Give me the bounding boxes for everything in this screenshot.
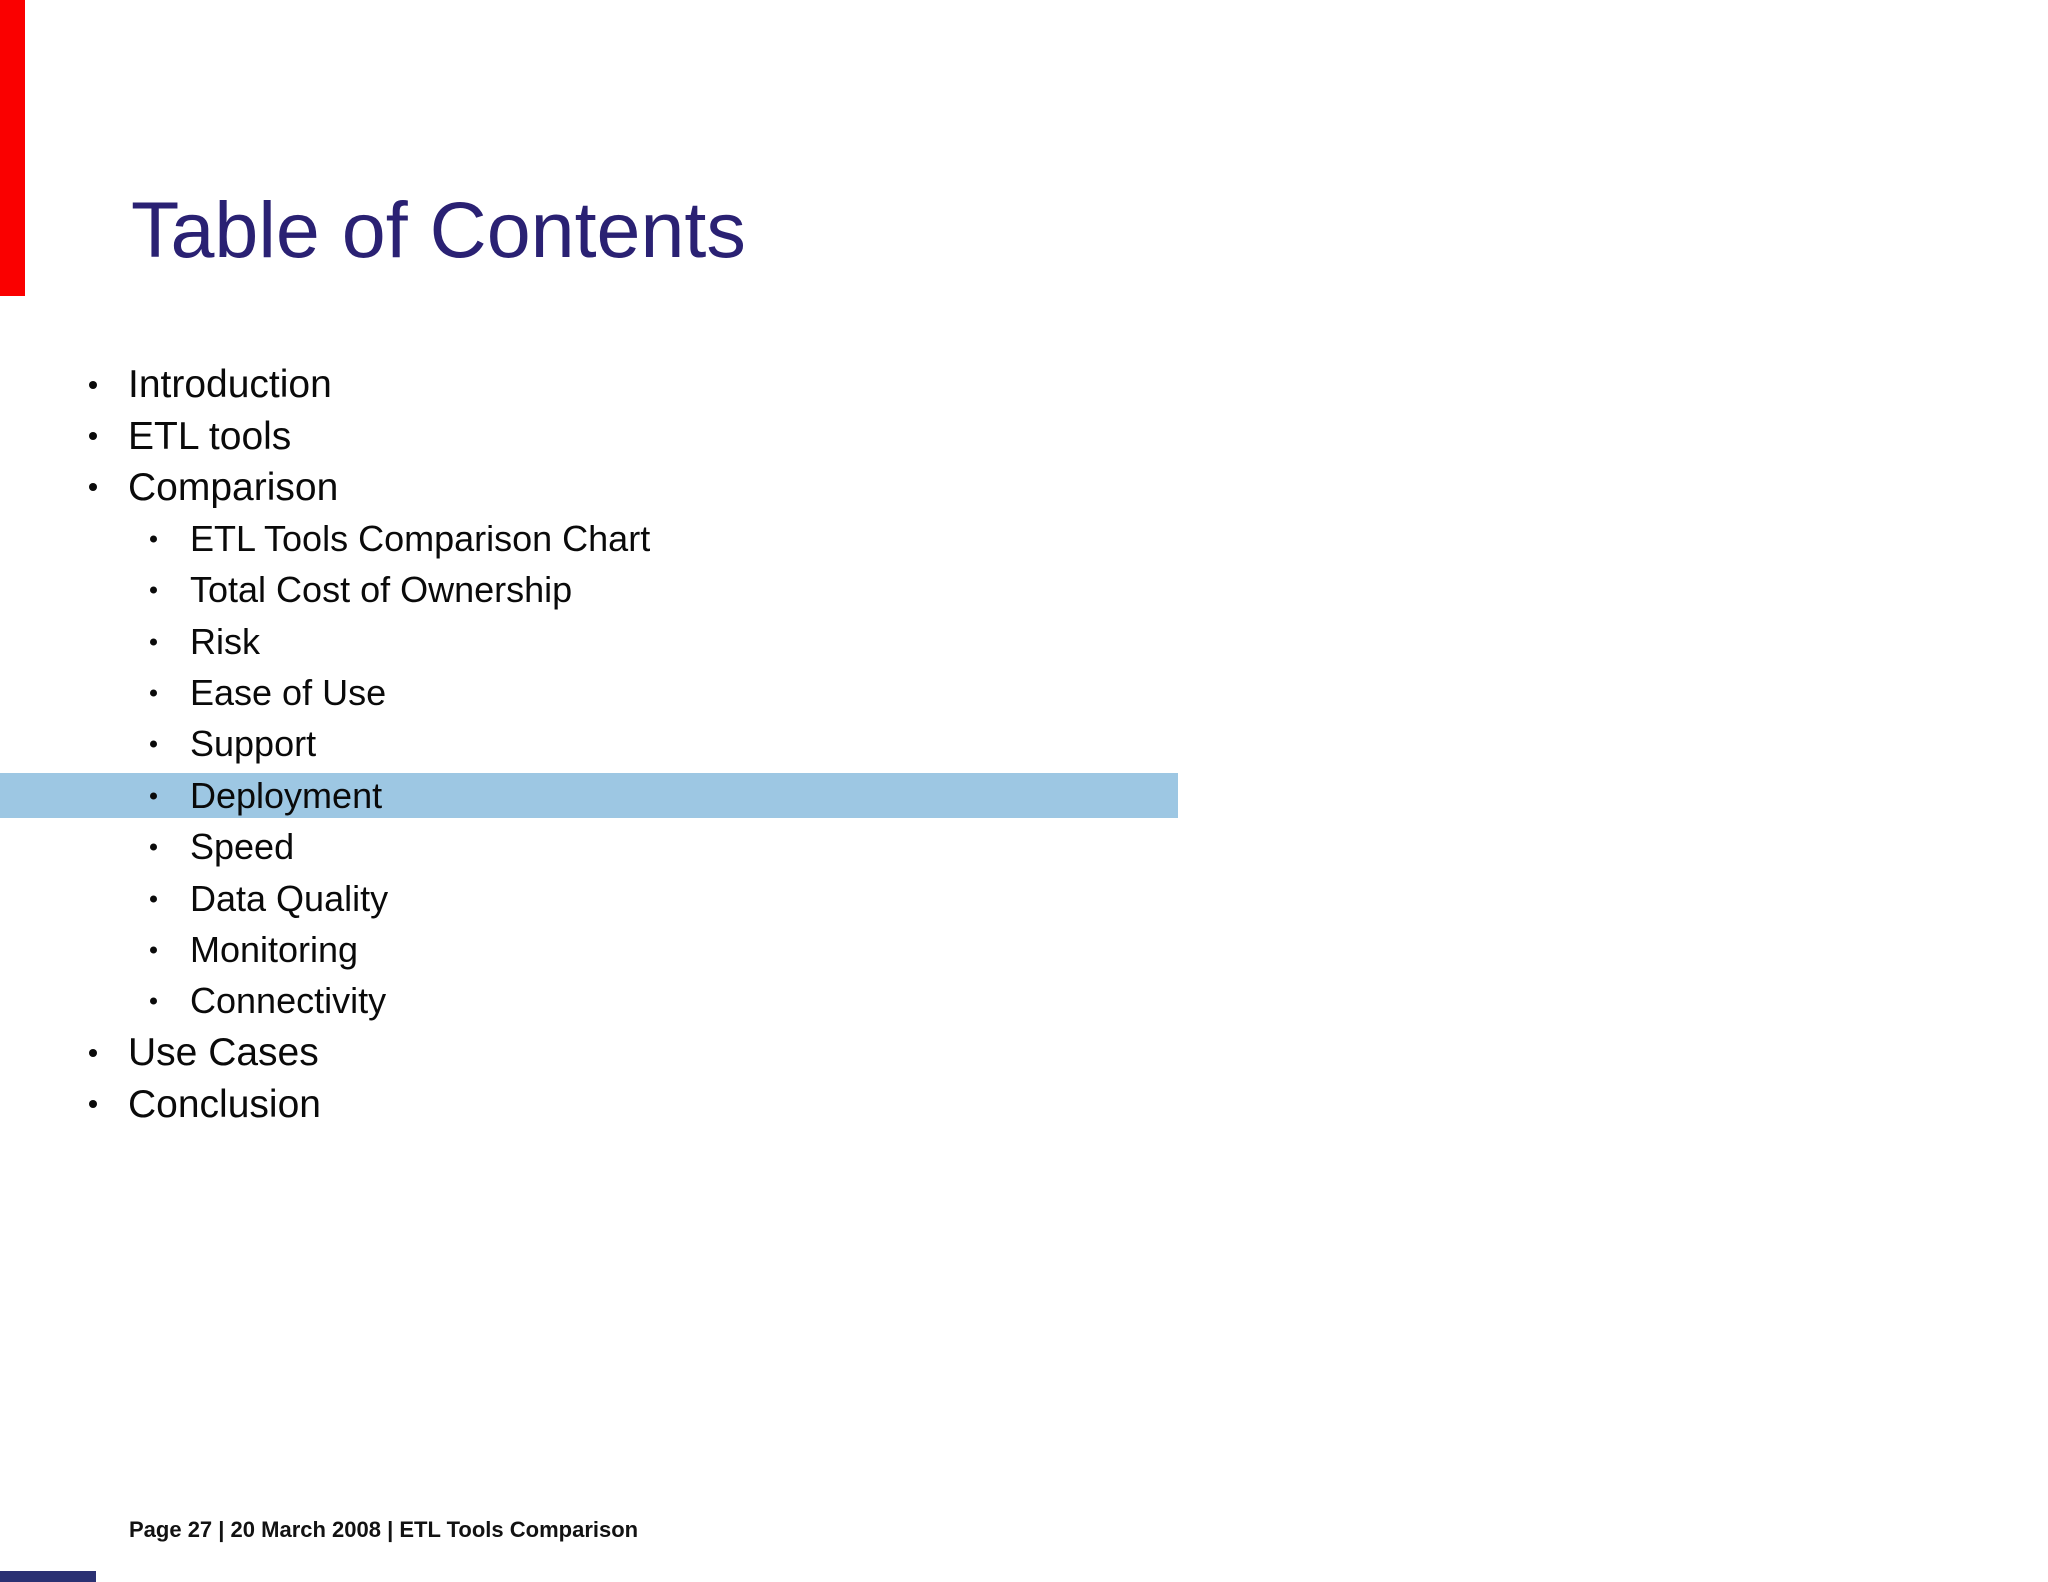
toc-item-label: Speed: [190, 826, 295, 868]
toc-item: Monitoring: [0, 924, 2048, 975]
toc-item: ETL Tools Comparison Chart: [0, 513, 2048, 564]
toc-item: Conclusion: [0, 1078, 2048, 1129]
bullet-icon: [150, 586, 157, 594]
left-accent-bar: [0, 0, 25, 296]
slide-title: Table of Contents: [131, 185, 746, 274]
toc-item-label: Use Cases: [128, 1031, 319, 1075]
toc-item-label: ETL tools: [128, 414, 292, 458]
toc-item-label: Connectivity: [190, 980, 387, 1022]
bullet-icon: [89, 1048, 97, 1057]
toc-item-label: Risk: [190, 620, 260, 662]
bullet-icon: [150, 946, 157, 954]
bullet-icon: [150, 535, 157, 543]
toc-item: Speed: [0, 822, 2048, 873]
toc-item-label: ETL Tools Comparison Chart: [190, 517, 651, 559]
toc-item: Ease of Use: [0, 667, 2048, 718]
toc-item-label: Conclusion: [128, 1082, 321, 1126]
bullet-icon: [89, 1100, 97, 1109]
bullet-icon: [89, 483, 97, 492]
toc-item: Comparison: [0, 462, 2048, 513]
toc-item-label: Deployment: [190, 774, 383, 816]
toc-item: Deployment: [0, 770, 2048, 821]
toc-item: Connectivity: [0, 976, 2048, 1027]
bullet-icon: [150, 895, 157, 903]
bullet-icon: [150, 843, 157, 851]
footer-text: Page 27 | 20 March 2008 | ETL Tools Comp…: [129, 1517, 639, 1542]
bullet-icon: [89, 380, 97, 389]
toc-item: Total Cost of Ownership: [0, 565, 2048, 616]
toc-item-label: Monitoring: [190, 928, 359, 970]
toc-item-label: Support: [190, 723, 317, 765]
bottom-accent-bar: [0, 1571, 96, 1582]
toc-item-label: Introduction: [128, 363, 332, 407]
table-of-contents-list: Introduction ETL tools Comparison ETL Tools…: [0, 359, 2048, 1130]
toc-item: Use Cases: [0, 1027, 2048, 1078]
active-item-highlight: [0, 773, 1178, 819]
bullet-icon: [150, 689, 157, 697]
toc-item: Introduction: [0, 359, 2048, 410]
toc-item-label: Comparison: [128, 465, 339, 509]
toc-item: Risk: [0, 616, 2048, 667]
bullet-icon: [150, 997, 157, 1005]
toc-item-label: Total Cost of Ownership: [190, 569, 573, 611]
toc-item: ETL tools: [0, 410, 2048, 461]
toc-item-label: Data Quality: [190, 877, 389, 919]
toc-item: Support: [0, 719, 2048, 770]
bullet-icon: [150, 792, 157, 800]
bullet-icon: [150, 638, 157, 646]
toc-item: Data Quality: [0, 873, 2048, 924]
bullet-icon: [150, 740, 157, 748]
toc-item-label: Ease of Use: [190, 672, 387, 714]
bullet-icon: [89, 432, 97, 441]
